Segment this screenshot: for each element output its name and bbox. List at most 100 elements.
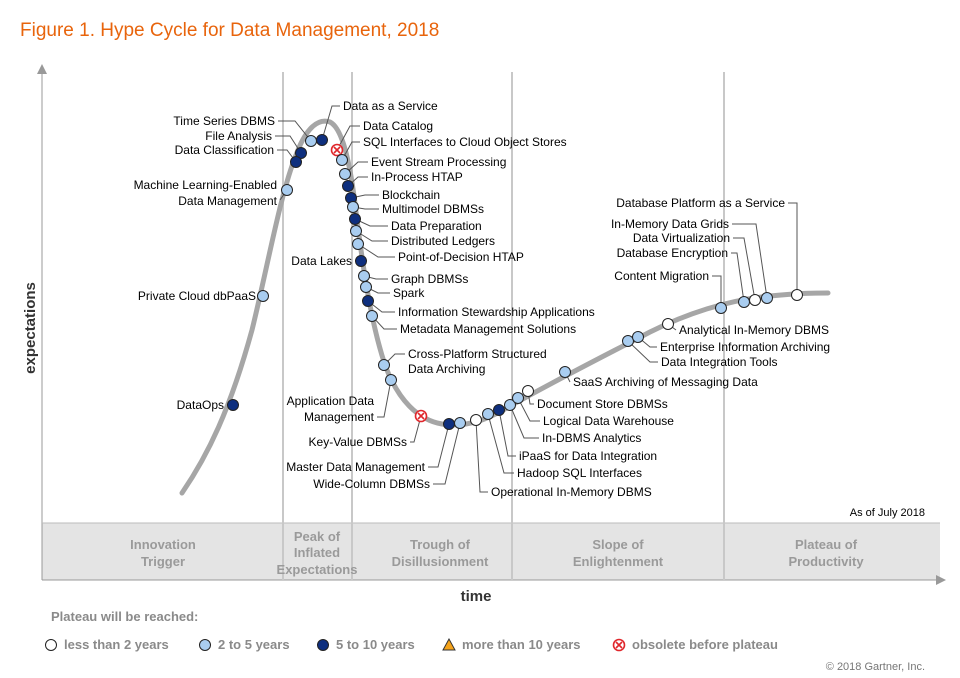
label-data-integration-tools: Data Integration Tools bbox=[661, 355, 778, 369]
label-information-stewardship-applications: Information Stewardship Applications bbox=[398, 305, 595, 319]
label-machine-learning-enabled-data-management-line1: Machine Learning-Enabled bbox=[134, 178, 277, 192]
label-key-value-dbmss: Key-Value DBMSs bbox=[309, 435, 407, 449]
marker-in-dbms-analytics bbox=[504, 399, 516, 411]
legend-label-gt10: more than 10 years bbox=[462, 637, 581, 652]
legend-marker-gt10 bbox=[442, 637, 456, 651]
marker-data-as-a-service bbox=[316, 134, 328, 146]
legend-marker-obsolete-x2 bbox=[615, 641, 623, 649]
label-data-as-a-service: Data as a Service bbox=[343, 99, 438, 113]
legend-marker-t5to10 bbox=[317, 639, 329, 651]
legend-marker-t2to5 bbox=[199, 639, 211, 651]
label-operational-in-memory-dbms: Operational In-Memory DBMS bbox=[491, 485, 652, 499]
label-spark: Spark bbox=[393, 286, 425, 300]
label-dataops: DataOps bbox=[177, 398, 224, 412]
phase-slope-line1: Slope of bbox=[592, 537, 644, 552]
leader-in-memory-data-grids bbox=[732, 223, 768, 299]
label-cross-platform-structured-data-archiving-line2: Data Archiving bbox=[408, 362, 485, 376]
as-of-date: As of July 2018 bbox=[850, 507, 925, 519]
label-in-process-htap: In-Process HTAP bbox=[371, 170, 463, 184]
phase-innovation-line1: Innovation bbox=[130, 537, 196, 552]
leader-database-platform-as-a-service bbox=[788, 202, 798, 295]
marker-enterprise-information-archiving bbox=[632, 331, 644, 343]
label-machine-learning-enabled-data-management-line2: Data Management bbox=[178, 194, 277, 208]
label-logical-data-warehouse: Logical Data Warehouse bbox=[543, 414, 674, 428]
marker-event-stream-processing bbox=[339, 168, 351, 180]
legend-label-lt2: less than 2 years bbox=[64, 637, 169, 652]
label-master-data-management: Master Data Management bbox=[286, 460, 425, 474]
phase-peak-line2: Inflated bbox=[294, 545, 340, 560]
label-metadata-management-solutions: Metadata Management Solutions bbox=[400, 322, 576, 336]
leader-master-data-management bbox=[428, 423, 450, 468]
technology-markers bbox=[227, 134, 803, 430]
legend-heading: Plateau will be reached: bbox=[51, 609, 198, 624]
phase-innovation-line2: Trigger bbox=[141, 554, 185, 569]
label-in-memory-data-grids: In-Memory Data Grids bbox=[611, 217, 729, 231]
marker-in-process-htap bbox=[342, 180, 354, 192]
leader-data-virtualization bbox=[733, 237, 756, 301]
label-database-platform-as-a-service: Database Platform as a Service bbox=[616, 196, 785, 210]
leader-key-value-dbmss bbox=[410, 415, 422, 443]
label-document-store-dbmss: Document Store DBMSs bbox=[537, 397, 668, 411]
marker-data-virtualization bbox=[749, 294, 761, 306]
leader-database-encryption bbox=[731, 252, 745, 303]
figure-title: Figure 1. Hype Cycle for Data Management… bbox=[20, 20, 440, 41]
phase-trough-line2: Disillusionment bbox=[392, 554, 489, 569]
label-analytical-in-memory-dbms: Analytical In-Memory DBMS bbox=[679, 323, 829, 337]
leader-file-analysis bbox=[275, 135, 302, 154]
label-data-virtualization: Data Virtualization bbox=[633, 231, 730, 245]
legend-markers bbox=[45, 637, 626, 652]
marker-graph-dbmss bbox=[358, 270, 370, 282]
label-sql-interfaces-to-cloud-object-stores: SQL Interfaces to Cloud Object Stores bbox=[363, 135, 567, 149]
label-graph-dbmss: Graph DBMSs bbox=[391, 272, 468, 286]
label-hadoop-sql-interfaces: Hadoop SQL Interfaces bbox=[517, 466, 642, 480]
label-blockchain: Blockchain bbox=[382, 188, 440, 202]
marker-data-lakes bbox=[355, 255, 367, 267]
y-axis-arrow bbox=[37, 64, 47, 74]
leader-distributed-ledgers bbox=[355, 230, 388, 242]
label-cross-platform-structured-data-archiving-line1: Cross-Platform Structured bbox=[408, 347, 547, 361]
marker-dataops bbox=[227, 399, 239, 411]
phase-peak-line1: Peak of bbox=[294, 529, 341, 544]
marker-data-preparation bbox=[349, 213, 361, 225]
marker-key-value-dbmss-x2 bbox=[417, 412, 425, 420]
leader-ipaas-for-data-integration bbox=[498, 409, 516, 457]
marker-application-data-management bbox=[385, 374, 397, 386]
copyright: © 2018 Gartner, Inc. bbox=[826, 661, 925, 673]
label-point-of-decision-htap: Point-of-Decision HTAP bbox=[398, 250, 524, 264]
marker-multimodel-dbmss bbox=[347, 201, 359, 213]
label-content-migration: Content Migration bbox=[614, 269, 709, 283]
leader-data-as-a-service bbox=[321, 105, 340, 141]
marker-ipaas-for-data-integration bbox=[493, 404, 505, 416]
label-multimodel-dbmss: Multimodel DBMSs bbox=[382, 202, 484, 216]
x-axis-arrow bbox=[936, 575, 946, 585]
leader-logical-data-warehouse bbox=[517, 397, 540, 422]
marker-distributed-ledgers bbox=[350, 225, 362, 237]
label-data-preparation: Data Preparation bbox=[391, 219, 482, 233]
marker-saas-archiving-of-messaging-data bbox=[559, 366, 571, 378]
marker-database-encryption bbox=[738, 296, 750, 308]
label-application-data-management-line1: Application Data bbox=[287, 394, 375, 408]
leader-data-catalog bbox=[336, 125, 360, 151]
leader-in-dbms-analytics bbox=[509, 404, 539, 439]
label-enterprise-information-archiving: Enterprise Information Archiving bbox=[660, 340, 830, 354]
marker-document-store-dbmss bbox=[522, 385, 534, 397]
marker-analytical-in-memory-dbms bbox=[662, 318, 674, 330]
marker-logical-data-warehouse bbox=[512, 392, 524, 404]
marker-operational-in-memory-dbms bbox=[470, 414, 482, 426]
label-ipaas-for-data-integration: iPaaS for Data Integration bbox=[519, 449, 657, 463]
label-time-series-dbms: Time Series DBMS bbox=[173, 114, 275, 128]
phase-slope-line2: Enlightenment bbox=[573, 554, 664, 569]
leader-data-integration-tools bbox=[627, 340, 658, 363]
leader-content-migration bbox=[712, 275, 722, 308]
leader-time-series-dbms bbox=[278, 120, 312, 142]
marker-data-classification bbox=[290, 156, 302, 168]
label-application-data-management-line2: Management bbox=[304, 410, 375, 424]
label-file-analysis: File Analysis bbox=[205, 129, 272, 143]
leader-operational-in-memory-dbms bbox=[475, 419, 488, 493]
marker-wide-column-dbmss bbox=[454, 417, 466, 429]
label-data-classification: Data Classification bbox=[175, 143, 274, 157]
phase-band bbox=[42, 523, 940, 580]
marker-sql-interfaces-to-cloud-object-stores bbox=[336, 154, 348, 166]
marker-data-catalog-x2 bbox=[333, 146, 341, 154]
label-data-lakes: Data Lakes bbox=[291, 254, 352, 268]
